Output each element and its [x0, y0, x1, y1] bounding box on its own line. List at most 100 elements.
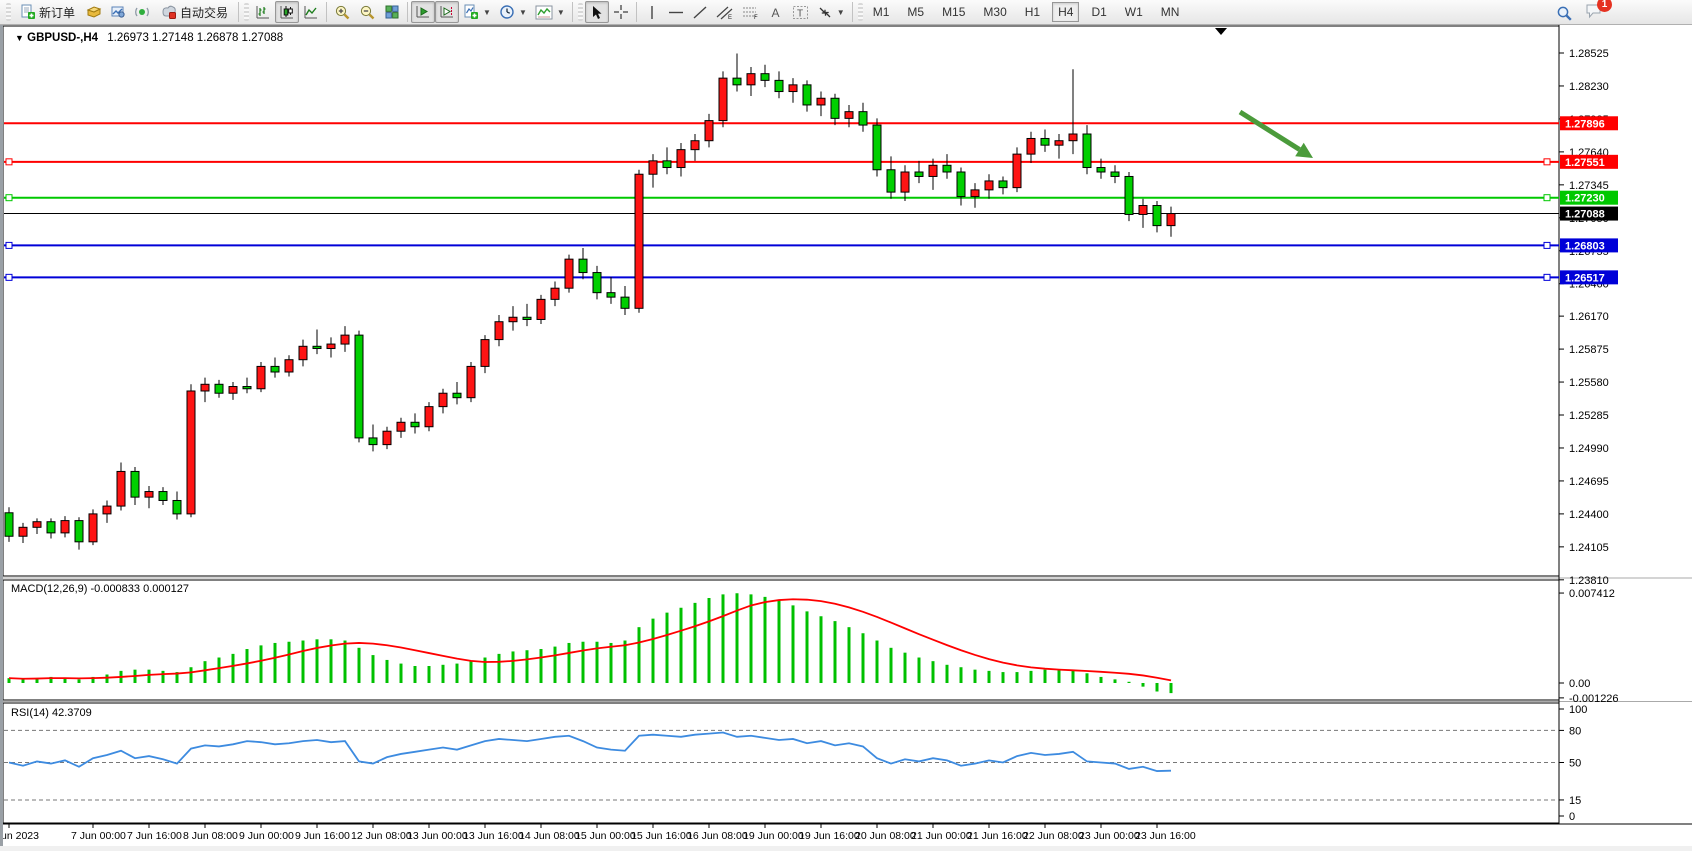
time-tick: 9 Jun 16:00 — [295, 830, 350, 842]
market-watch-button[interactable] — [82, 1, 106, 23]
auto-trading-button[interactable]: 自动交易 — [154, 1, 235, 23]
candle-body — [1040, 137, 1050, 146]
toolbar-grip[interactable] — [577, 3, 583, 21]
timeframe-m5-button[interactable]: M5 — [907, 5, 925, 19]
chevron-down-icon: ▼ — [836, 7, 845, 17]
price-tick: 1.24105 — [1569, 542, 1609, 554]
search-icon[interactable] — [1556, 5, 1573, 22]
fibonacci-tool-button[interactable]: F — [738, 1, 764, 23]
timeframe-d1-button[interactable]: D1 — [1091, 5, 1107, 19]
collapse-triangle-icon[interactable]: ▼ — [15, 33, 24, 43]
candle-body — [4, 512, 14, 537]
svg-text:F: F — [754, 15, 758, 20]
cursor-icon — [593, 5, 602, 19]
svg-text:E: E — [728, 15, 732, 20]
arrows-tool-button[interactable]: ▼ — [813, 1, 849, 23]
chevron-down-icon: ▼ — [556, 7, 565, 17]
candlestick-chart-button[interactable] — [275, 1, 300, 23]
rsi-tick: 0 — [1569, 811, 1575, 823]
time-tick: 7 Jun 16:00 — [127, 830, 182, 842]
timeframe-mn-button[interactable]: MN — [1160, 5, 1180, 19]
indicators-button[interactable]: ▼ — [459, 1, 495, 23]
candle-body — [1012, 153, 1022, 189]
candle-body — [1166, 213, 1176, 227]
candle-body — [942, 164, 952, 173]
crosshair-tool-button[interactable] — [609, 1, 633, 23]
timeframe-group: M1 M5 M15 M30 H1 H4 D1 W1 MN — [867, 2, 1186, 22]
time-tick: 19 Jun 00:00 — [743, 830, 804, 842]
rsi-tick: 50 — [1569, 758, 1581, 770]
template-icon — [535, 5, 553, 19]
candle-body — [1152, 205, 1162, 227]
equidistant-channel-tool-button[interactable]: E — [712, 1, 738, 23]
price-tick: 1.25580 — [1569, 377, 1609, 389]
candle-body — [200, 383, 210, 392]
price-tick: 1.24695 — [1569, 476, 1609, 488]
candle-body — [88, 513, 98, 543]
templates-button[interactable]: ▼ — [531, 1, 569, 23]
candle-body — [1124, 175, 1134, 215]
signals-button[interactable] — [130, 1, 154, 23]
new-order-button[interactable]: 新订单 — [13, 1, 82, 23]
chart-shift-marker — [1215, 28, 1227, 35]
toolbar-grip[interactable] — [857, 3, 863, 21]
macd-indicator-label: MACD(12,26,9) -0.000833 0.000127 — [11, 583, 189, 595]
notifications-button[interactable]: 1 — [1585, 0, 1612, 24]
chart-shift-button[interactable] — [435, 1, 460, 23]
auto-scroll-icon — [416, 6, 430, 18]
signal-icon — [135, 7, 149, 17]
zoom-out-button[interactable] — [355, 1, 380, 23]
price-tick: 1.28230 — [1569, 81, 1609, 93]
text-label-tool-button[interactable]: T — [788, 1, 813, 23]
rsi-value: 42.3709 — [51, 707, 92, 719]
strategy-tester-button[interactable] — [106, 1, 130, 23]
toolbar-grip[interactable] — [244, 3, 250, 21]
bar-chart-button[interactable] — [251, 1, 275, 23]
price-tick: 1.26170 — [1569, 311, 1609, 323]
candle-body — [1068, 133, 1078, 142]
tile-windows-button[interactable] — [380, 1, 404, 23]
timeframe-h1-button[interactable]: H1 — [1024, 5, 1041, 19]
candle-body — [1054, 140, 1064, 146]
zoom-in-icon — [335, 5, 350, 19]
periods-button[interactable]: ▼ — [495, 1, 531, 23]
candle-body — [46, 521, 56, 534]
line-handle — [5, 241, 13, 249]
candle-body — [830, 97, 840, 119]
chart-title: ▼ GBPUSD-,H4 1.26973 1.27148 1.26878 1.2… — [15, 32, 283, 44]
candle-body — [32, 521, 42, 528]
timeframe-m30-button[interactable]: M30 — [983, 5, 1007, 19]
candle-body — [214, 383, 224, 394]
timeframe-w1-button[interactable]: W1 — [1124, 5, 1143, 19]
candle-body — [802, 84, 812, 106]
equidistant-channel-icon: E — [716, 6, 733, 20]
line-handle — [1543, 158, 1551, 166]
candle-body — [228, 386, 238, 394]
zoom-in-button[interactable] — [330, 1, 355, 23]
auto-scroll-button[interactable] — [411, 1, 436, 23]
candle-body — [550, 287, 560, 300]
zoom-out-icon — [360, 5, 375, 19]
time-tick: 20 Jun 08:00 — [855, 830, 916, 842]
svg-text:A: A — [771, 6, 779, 20]
timeframe-m1-button[interactable]: M1 — [872, 5, 890, 19]
vertical-line-tool-button[interactable] — [640, 1, 664, 23]
horizontal-line-tool-button[interactable] — [664, 1, 688, 23]
candle-body — [410, 421, 420, 428]
toolbar-grip[interactable] — [6, 3, 11, 21]
timeframe-m15-button[interactable]: M15 — [942, 5, 966, 19]
cursor-tool-button[interactable] — [584, 1, 609, 23]
price-tag — [1560, 270, 1618, 285]
price-chart[interactable]: 1.285251.282301.279351.276401.273451.270… — [0, 25, 1692, 846]
line-chart-button[interactable] — [299, 1, 323, 23]
macd-tick: -0.001226 — [1569, 693, 1619, 705]
price-tag-label: 1.26517 — [1565, 272, 1605, 284]
trendline-tool-button[interactable] — [688, 1, 712, 23]
new-order-icon — [21, 4, 35, 19]
candle-body — [74, 520, 84, 543]
text-tool-button[interactable]: A — [764, 1, 788, 23]
timeframe-h4-button[interactable]: H4 — [1052, 2, 1080, 22]
candle-body — [998, 180, 1008, 189]
candle-body — [1096, 167, 1106, 173]
candle-body — [746, 73, 756, 86]
